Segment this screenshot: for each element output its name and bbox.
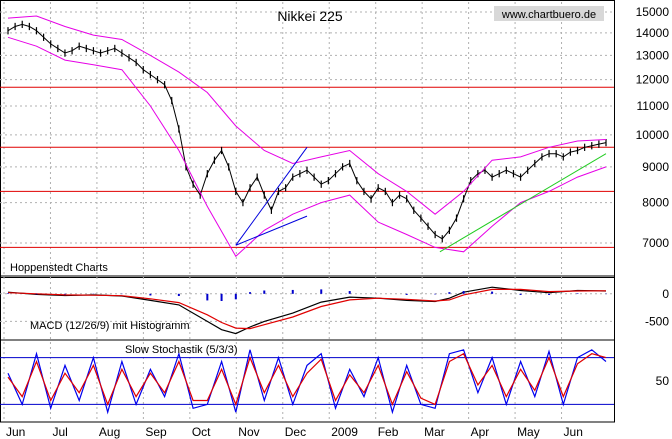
price-tick-label: 7000 (642, 236, 669, 250)
macd-tick-label: 0 (662, 287, 669, 301)
price-tick-label: 10000 (636, 128, 670, 142)
x-tick-label: Aug (99, 425, 120, 439)
x-tick-label: Feb (378, 425, 399, 439)
macd-tick-label: -500 (645, 314, 669, 328)
price-tick-label: 8000 (642, 196, 669, 210)
price-panel-frame (0, 0, 615, 278)
price-tick-label: 13000 (636, 48, 670, 62)
price-tick-label: 11000 (637, 99, 670, 113)
x-tick-label: Jul (52, 425, 67, 439)
trendline (235, 215, 308, 246)
bollinger-lower-band (7, 36, 607, 258)
x-tick-label: Nov (238, 425, 259, 439)
x-tick-label: May (517, 425, 540, 439)
stoch-d-line (7, 352, 607, 407)
trendline (439, 153, 607, 253)
macd-label: MACD (12/26/9) mit Histogramm (30, 320, 190, 332)
trendline (235, 146, 308, 246)
x-tick-label: Apr (471, 425, 490, 439)
price-tick-label: 12000 (636, 73, 670, 87)
x-tick-label: Jun (6, 425, 25, 439)
hoppenstedt-label: Hoppenstedt Charts (10, 262, 108, 274)
x-tick-label: Oct (192, 425, 211, 439)
source-label-bg (494, 6, 604, 21)
macd-signal-line (7, 288, 607, 330)
stoch-tick-label: 50 (656, 374, 670, 388)
bollinger-upper-band (7, 15, 607, 215)
x-tick-label: Sep (145, 425, 167, 439)
price-tick-label: 14000 (636, 26, 670, 40)
chart-title: Nikkei 225 (277, 8, 343, 24)
source-label: www.chartbuero.de (501, 9, 596, 21)
x-tick-label: Dec (285, 425, 306, 439)
price-line (7, 23, 607, 240)
x-tick-label: 2009 (331, 425, 358, 439)
x-tick-label: Jun (564, 425, 583, 439)
stoch-k-line (7, 349, 607, 415)
price-tick-label: 9000 (642, 160, 669, 174)
x-tick-label: Mar (424, 425, 445, 439)
stoch-panel-frame (0, 339, 615, 423)
price-tick-label: 15000 (636, 5, 670, 19)
stoch-label: Slow Stochastik (5/3/3) (125, 344, 238, 356)
